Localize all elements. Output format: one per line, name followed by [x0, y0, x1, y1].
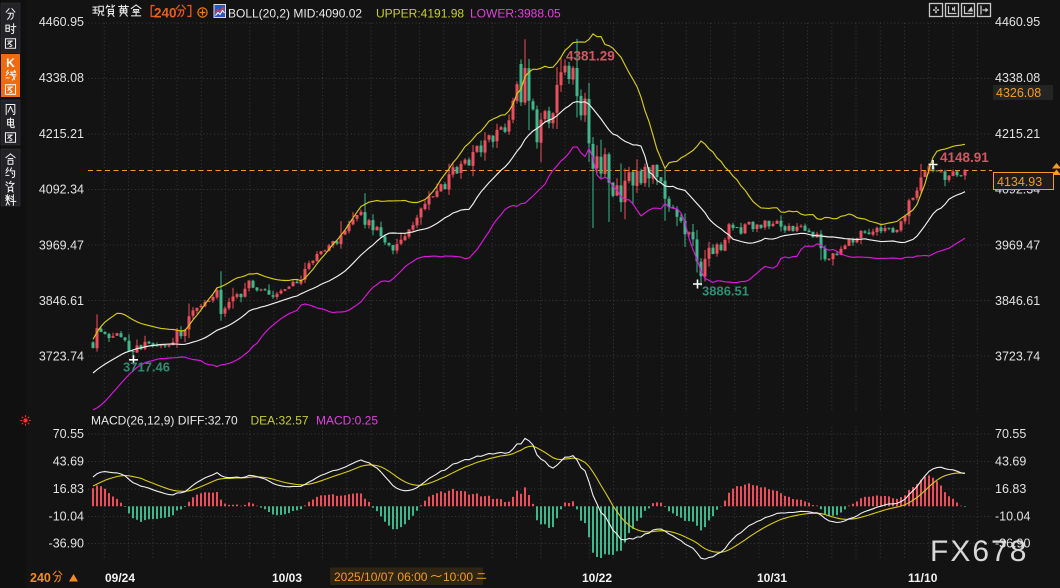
svg-text:4134.93: 4134.93	[997, 175, 1042, 189]
svg-text:-36.90: -36.90	[995, 537, 1030, 551]
svg-text:BOLL(20,2) MID:4090.02: BOLL(20,2) MID:4090.02	[228, 7, 362, 21]
svg-text:16.83: 16.83	[53, 482, 84, 496]
svg-text:10/31: 10/31	[757, 571, 787, 585]
svg-text:-36.90: -36.90	[49, 537, 84, 551]
svg-text:2025/10/07 06:00: 2025/10/07 06:00	[334, 570, 428, 584]
svg-text:70.55: 70.55	[995, 427, 1026, 441]
svg-text:UPPER:4191.98: UPPER:4191.98	[376, 7, 464, 21]
svg-text:10/22: 10/22	[582, 571, 612, 585]
svg-text:3969.47: 3969.47	[39, 239, 84, 253]
svg-text:70.55: 70.55	[53, 427, 84, 441]
svg-text:4326.08: 4326.08	[996, 86, 1041, 100]
svg-text:3969.47: 3969.47	[995, 239, 1040, 253]
svg-text:3723.74: 3723.74	[995, 350, 1040, 364]
svg-text:K: K	[6, 56, 15, 70]
svg-text:240: 240	[30, 571, 51, 585]
svg-text:-10.04: -10.04	[995, 510, 1030, 524]
svg-text:10:00: 10:00	[443, 570, 473, 584]
svg-text:DEA:32.57: DEA:32.57	[251, 414, 309, 428]
svg-text:3886.51: 3886.51	[702, 284, 749, 299]
svg-text:3717.46: 3717.46	[123, 360, 170, 375]
svg-text:4381.29: 4381.29	[566, 49, 615, 64]
svg-text:LOWER:3988.05: LOWER:3988.05	[470, 7, 561, 21]
svg-text:4460.95: 4460.95	[995, 15, 1040, 29]
svg-text:4148.91: 4148.91	[940, 150, 989, 165]
svg-text:16.83: 16.83	[995, 482, 1026, 496]
svg-text:10/03: 10/03	[272, 571, 302, 585]
svg-text:3723.74: 3723.74	[39, 350, 84, 364]
svg-text:4460.95: 4460.95	[39, 15, 84, 29]
svg-text:MACD:0.25: MACD:0.25	[316, 414, 378, 428]
svg-text:4215.21: 4215.21	[39, 127, 84, 141]
svg-text:-10.04: -10.04	[49, 510, 84, 524]
svg-text:FX678: FX678	[930, 535, 1028, 568]
svg-text:43.69: 43.69	[995, 455, 1026, 469]
svg-text:4092.34: 4092.34	[39, 183, 84, 197]
svg-text:3846.61: 3846.61	[39, 294, 84, 308]
svg-text:43.69: 43.69	[53, 455, 84, 469]
svg-text:240: 240	[154, 6, 177, 21]
svg-text:3846.61: 3846.61	[995, 294, 1040, 308]
svg-text:09/24: 09/24	[105, 571, 135, 585]
svg-text:11/10: 11/10	[908, 571, 938, 585]
svg-text:4338.08: 4338.08	[39, 71, 84, 85]
svg-text:4215.21: 4215.21	[995, 127, 1040, 141]
svg-text:4338.08: 4338.08	[995, 71, 1040, 85]
svg-text:MACD(26,12,9) DIFF:32.70: MACD(26,12,9) DIFF:32.70	[91, 414, 238, 428]
